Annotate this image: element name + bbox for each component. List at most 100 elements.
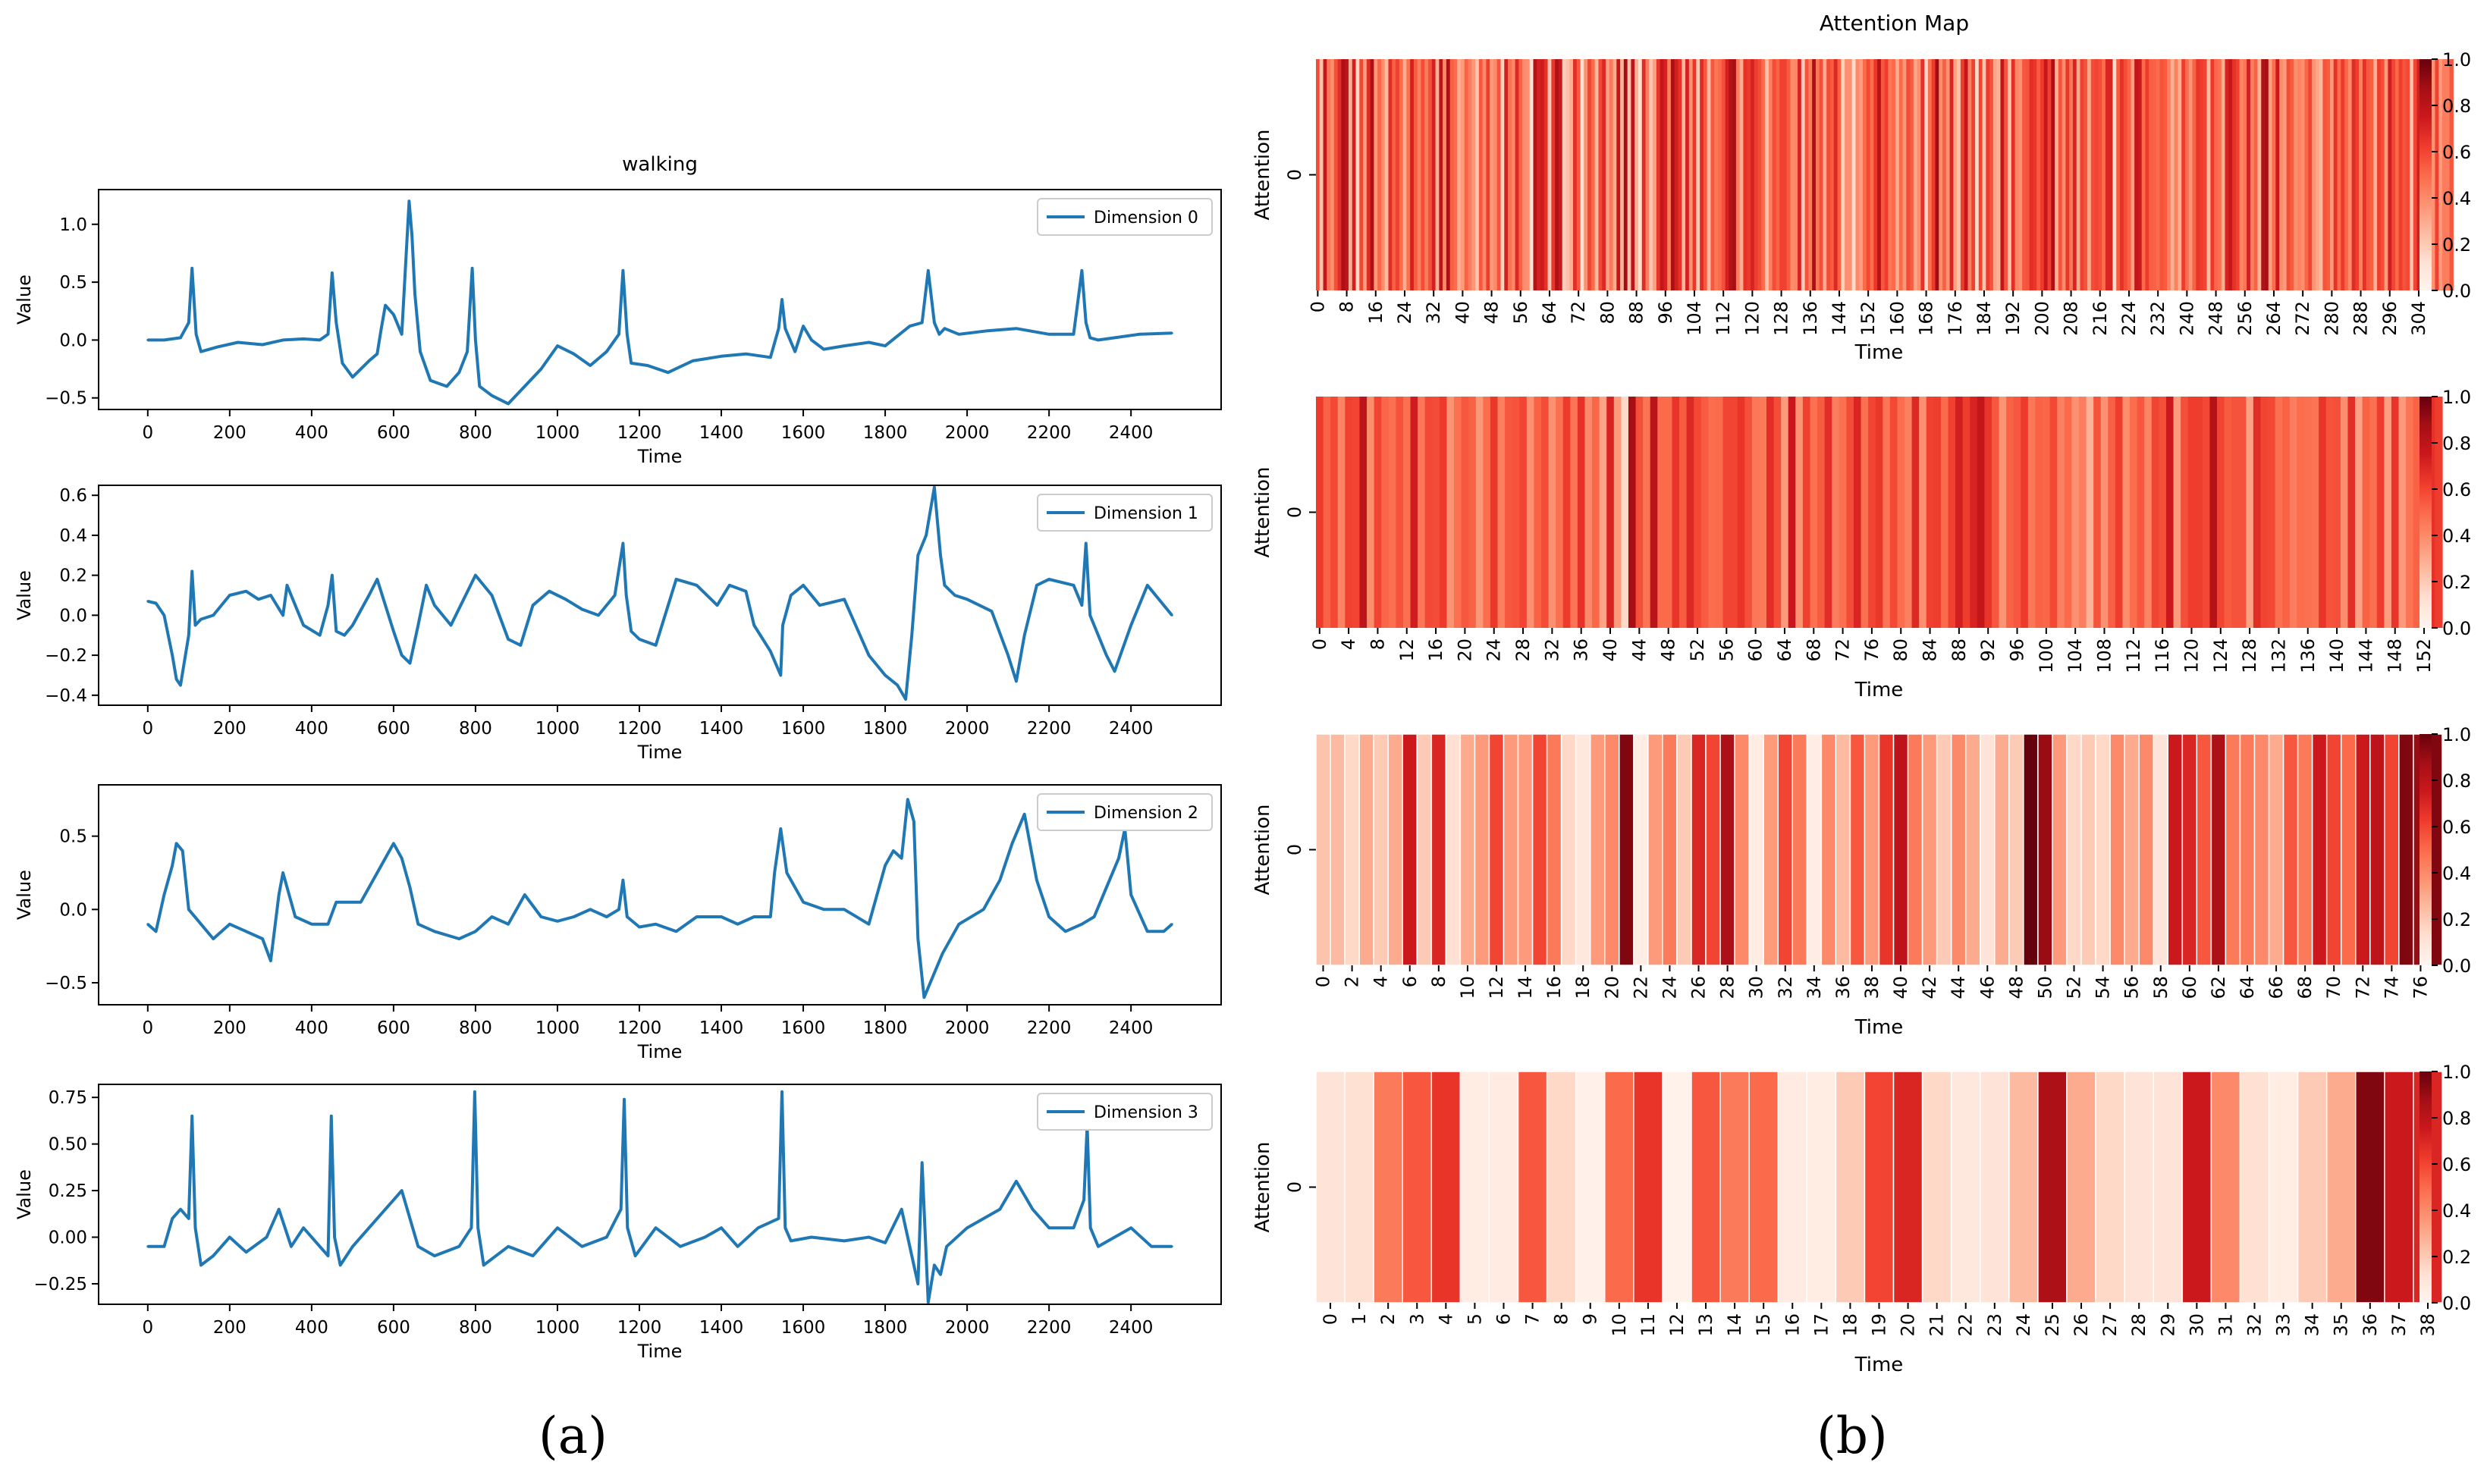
data-point [703, 1236, 706, 1238]
data-point [482, 1263, 485, 1266]
heat-cell [1926, 397, 1934, 628]
heat-cell [1634, 59, 1639, 290]
heat-cell [1490, 59, 1494, 290]
x-tick-label: 168 [1916, 301, 1937, 336]
data-point [187, 908, 190, 911]
heat-cell [1802, 397, 1811, 628]
x-tick-label: 38 [2417, 1313, 2438, 1337]
heat-cell [1373, 733, 1389, 966]
heat-cell [1337, 397, 1346, 628]
data-point [375, 353, 378, 356]
heat-cell [1459, 1071, 1490, 1304]
data-point [556, 1226, 559, 1229]
heat-cell [2351, 59, 2356, 290]
data-point [199, 1263, 203, 1266]
heat-cell [1768, 59, 1773, 290]
y-tick-label: 0.00 [49, 1228, 87, 1248]
heat-cell [1707, 59, 1712, 290]
data-point [1088, 613, 1091, 617]
x-tick-label: 80 [1597, 301, 1618, 325]
data-point [1129, 624, 1132, 626]
heat-cell [1562, 59, 1567, 290]
heat-cell [1556, 397, 1564, 628]
x-tick-label: 11 [1638, 1313, 1659, 1337]
data-point [912, 820, 915, 823]
y-tick-label: 0 [1284, 169, 1305, 180]
data-point [450, 624, 452, 626]
x-tick-label: 48 [1658, 638, 1679, 662]
data-point [333, 1236, 336, 1238]
heat-cell [1570, 397, 1578, 628]
data-point [1085, 322, 1088, 324]
colorbar-tick-label: 0.8 [2442, 770, 2471, 792]
colorbar [2419, 734, 2432, 965]
data-point [1088, 336, 1091, 339]
data-point [409, 662, 411, 665]
x-tick-label: 27 [2099, 1313, 2121, 1337]
data-point [630, 630, 633, 632]
data-point [556, 344, 559, 347]
x-tick-label: 30 [1746, 976, 1767, 999]
data-point [868, 341, 870, 344]
heat-cell [2087, 59, 2092, 290]
heat-cell [1911, 397, 1920, 628]
data-point [523, 893, 526, 896]
heat-cell [1560, 733, 1577, 966]
heat-cell [1897, 397, 1905, 628]
heat-cell [1777, 1071, 1808, 1304]
heat-cell [1547, 59, 1552, 290]
data-point [916, 1282, 919, 1285]
heat-cell [1751, 397, 1760, 628]
heat-cell [1905, 397, 1913, 628]
heat-cell [2347, 397, 2356, 628]
heat-cell [2442, 59, 2447, 290]
heat-cell [2260, 397, 2269, 628]
data-point [783, 327, 787, 330]
heat-cell [1374, 59, 1378, 290]
data-point [146, 338, 149, 341]
heat-cell [2369, 733, 2385, 966]
heat-cell [2253, 397, 2262, 628]
heat-cell [1921, 733, 1938, 966]
heat-cell [1482, 59, 1487, 290]
heat-cell [1864, 1071, 1895, 1304]
data-point [802, 901, 805, 904]
heat-cell [1475, 397, 1484, 628]
heat-cell [1643, 397, 1651, 628]
data-point [327, 1254, 329, 1257]
data-point [310, 923, 313, 926]
heat-cell [1924, 59, 1929, 290]
x-tick-label: 184 [1974, 301, 1995, 336]
heat-cell [1402, 733, 1418, 966]
data-series-line [147, 485, 1173, 701]
data-point [194, 1226, 196, 1229]
heat-cell [1468, 59, 1472, 290]
x-tick-label: 1800 [863, 423, 908, 443]
data-point [675, 578, 678, 581]
data-point [286, 584, 288, 587]
colorbar-tick-label: 0.2 [2442, 572, 2471, 593]
x-tick-label: 600 [377, 423, 410, 443]
data-point [655, 1226, 658, 1229]
heat-cell [2153, 1071, 2184, 1304]
data-point [1080, 604, 1083, 607]
heat-cell [1975, 59, 1980, 290]
heat-cell [1589, 733, 1606, 966]
data-point [409, 886, 411, 889]
data-point [1085, 542, 1088, 544]
heat-cell [2319, 59, 2324, 290]
heat-cell [1949, 59, 1954, 290]
heat-cell [2008, 1071, 2039, 1304]
data-point [720, 915, 723, 918]
data-point [605, 915, 608, 918]
data-point [943, 327, 946, 330]
heat-cell [1873, 59, 1878, 290]
data-point [777, 327, 780, 330]
x-tick-label: 600 [377, 1018, 410, 1038]
data-point [179, 336, 182, 339]
heat-cell [2120, 59, 2124, 290]
data-point [457, 1245, 460, 1248]
data-point [621, 269, 624, 272]
data-point [802, 584, 805, 587]
heat-cell [2319, 397, 2327, 628]
